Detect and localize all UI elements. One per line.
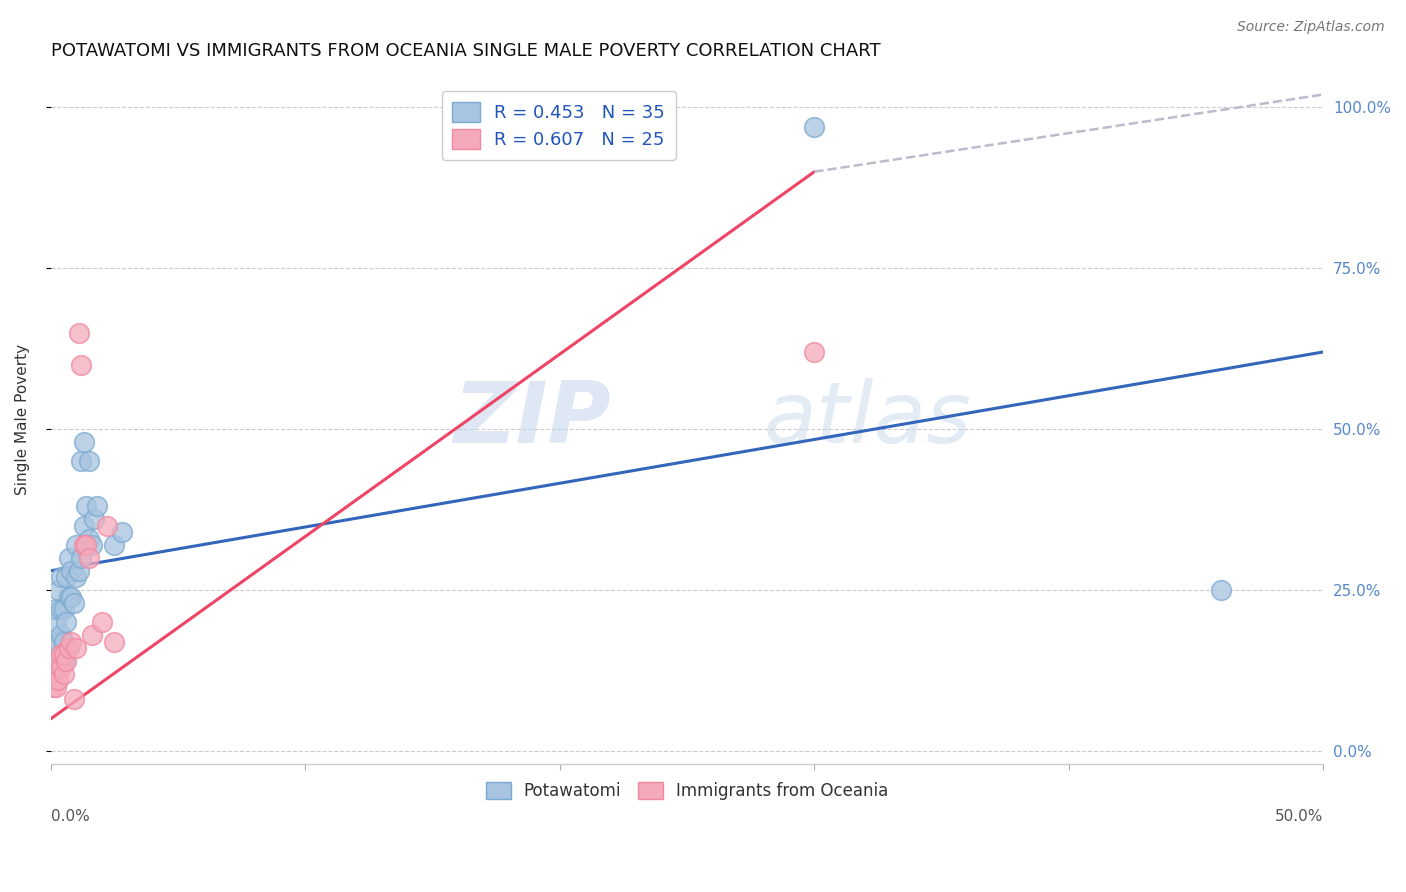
Point (45, 660, 67, 674)
Point (42, 640, 65, 655)
Point (55, 615, 77, 630)
Y-axis label: Single Male Poverty: Single Male Poverty (15, 344, 30, 495)
Point (48, 634, 70, 648)
Text: ZIP: ZIP (453, 378, 610, 461)
Point (1211, 583, 1233, 598)
Point (62, 692, 84, 706)
Point (60, 590, 83, 604)
Point (73, 435, 96, 450)
Point (70, 358, 93, 372)
Point (65, 640, 87, 655)
Point (67, 326, 90, 340)
Point (45, 602, 67, 616)
Text: 0.0%: 0.0% (51, 808, 90, 823)
Point (65, 570, 87, 584)
Point (90, 615, 112, 630)
Point (49, 660, 72, 674)
Point (55, 570, 77, 584)
Point (73, 518, 96, 533)
Point (55, 654, 77, 668)
Point (75, 538, 97, 552)
Point (45, 680, 67, 694)
Point (49, 628, 72, 642)
Point (52, 602, 75, 616)
Point (65, 538, 87, 552)
Point (42, 680, 65, 694)
Point (70, 550, 93, 565)
Legend: R = 0.453   N = 35, R = 0.607   N = 25: R = 0.453 N = 35, R = 0.607 N = 25 (441, 91, 675, 160)
Point (45, 615, 67, 630)
Point (52, 634, 75, 648)
Point (52, 666, 75, 681)
Point (111, 525, 134, 540)
Point (49, 648, 72, 662)
Point (70, 454, 93, 468)
Text: atlas: atlas (763, 378, 972, 461)
Point (48, 654, 70, 668)
Point (49, 602, 72, 616)
Point (42, 666, 65, 681)
Point (58, 550, 80, 565)
Point (49, 570, 72, 584)
Point (60, 564, 83, 578)
Point (80, 538, 103, 552)
Point (48, 673, 70, 688)
Point (52, 654, 75, 668)
Text: 50.0%: 50.0% (1275, 808, 1323, 823)
Point (58, 590, 80, 604)
Point (60, 634, 83, 648)
Point (75, 500, 97, 514)
Point (803, 345, 825, 359)
Point (77, 550, 100, 565)
Point (58, 640, 80, 655)
Text: Source: ZipAtlas.com: Source: ZipAtlas.com (1237, 20, 1385, 34)
Point (86, 500, 108, 514)
Point (73, 538, 96, 552)
Point (103, 634, 125, 648)
Point (62, 596, 84, 610)
Point (803, 120, 825, 134)
Point (77, 454, 100, 468)
Point (77, 532, 100, 546)
Point (96, 518, 118, 533)
Point (67, 564, 90, 578)
Point (52, 648, 75, 662)
Text: POTAWATOMI VS IMMIGRANTS FROM OCEANIA SINGLE MALE POVERTY CORRELATION CHART: POTAWATOMI VS IMMIGRANTS FROM OCEANIA SI… (51, 42, 880, 60)
Point (80, 628, 103, 642)
Point (103, 538, 125, 552)
Point (83, 512, 105, 526)
Point (48, 583, 70, 598)
